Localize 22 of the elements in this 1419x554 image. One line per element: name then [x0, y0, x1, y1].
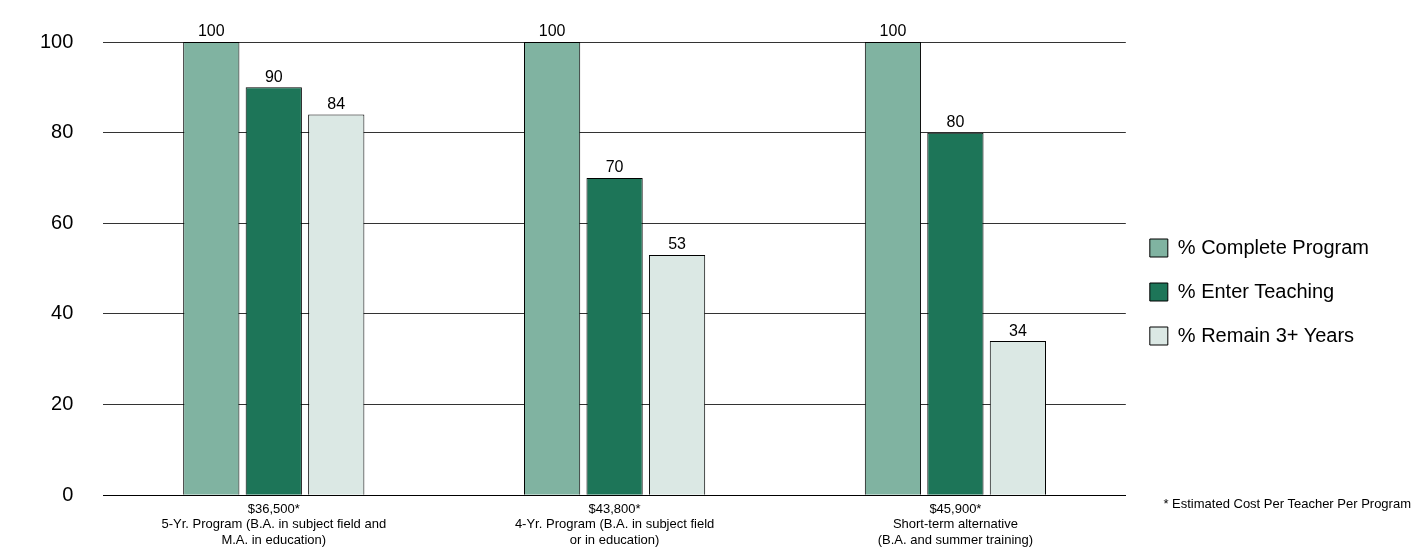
data-label: 100 [538, 22, 566, 40]
data-label: 80 [946, 113, 965, 131]
y-tick-label: 20 [51, 392, 74, 415]
y-tick-label: 80 [51, 120, 74, 143]
x-tick-label: $45,900* Short-term alternative (B.A. and summer training) [877, 500, 1034, 547]
x-tick-label: $43,800* 4-Yr. Program (B.A. in subject field or in education) [514, 500, 715, 547]
legend-label: % Complete Program [1177, 235, 1370, 258]
x-tick-label: $36,500* 5-Yr. Program (B.A. in subject field and M.A. in education) [161, 500, 387, 547]
y-tick-label: 100 [39, 29, 74, 52]
data-label: 90 [264, 67, 283, 85]
data-label: 53 [668, 235, 687, 253]
data-label: 34 [1008, 321, 1027, 339]
text: * Estimated Cost Per Teacher Per Program [1163, 496, 1411, 511]
y-tick-label: 0 [62, 482, 74, 505]
legend-label: % Enter Teaching [1177, 279, 1335, 302]
data-label: 100 [197, 22, 225, 40]
legend-label: % Remain 3+ Years [1177, 323, 1355, 346]
y-tick-label: 40 [51, 301, 74, 324]
data-label: 70 [605, 158, 624, 176]
data-label: 84 [327, 94, 346, 112]
y-tick-label: 60 [51, 210, 74, 233]
data-label: 100 [879, 22, 907, 40]
